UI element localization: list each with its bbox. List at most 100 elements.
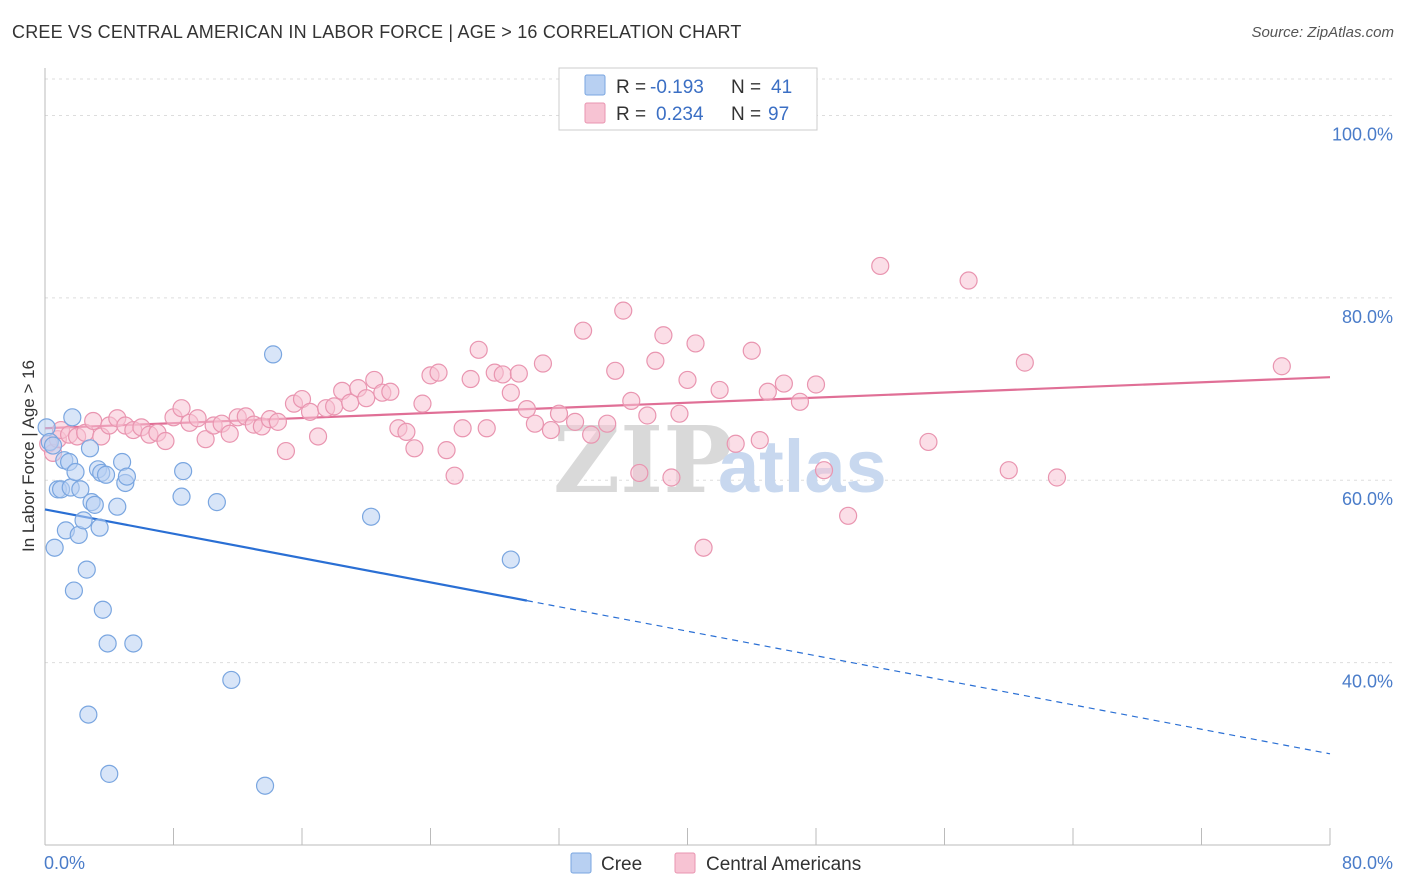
central-americans-point bbox=[276, 441, 296, 461]
cree-point bbox=[80, 439, 100, 458]
central-americans-point bbox=[573, 321, 593, 340]
bottom-legend-swatch-cree bbox=[570, 852, 592, 874]
central-americans-point bbox=[839, 506, 858, 525]
central-americans-point bbox=[477, 419, 496, 438]
cree-point bbox=[85, 495, 104, 514]
central-americans-point bbox=[517, 400, 536, 419]
legend-ca-n-label: N = bbox=[731, 104, 761, 125]
legend-swatch-cree bbox=[584, 74, 606, 96]
central-americans-point bbox=[84, 411, 103, 431]
cree-point bbox=[79, 705, 98, 724]
cree-point bbox=[77, 560, 96, 579]
correlation-legend: R = -0.193 N = 41 R = 0.234 N = 97 bbox=[558, 67, 818, 131]
bottom-legend-swatch-central-americans bbox=[674, 852, 696, 874]
cree-point bbox=[172, 487, 191, 506]
central-americans-point bbox=[325, 397, 344, 416]
legend-cree-r-value: -0.193 bbox=[650, 77, 704, 98]
central-americans-point bbox=[959, 271, 978, 290]
central-americans-point bbox=[565, 412, 585, 431]
central-americans-point bbox=[357, 389, 376, 408]
y-axis-label: In Labor Force | Age > 16 bbox=[19, 360, 38, 552]
cree-point bbox=[63, 408, 82, 427]
central-americans-point bbox=[582, 425, 601, 444]
central-americans-point bbox=[268, 412, 288, 431]
central-americans-point bbox=[614, 301, 633, 320]
central-americans-point bbox=[493, 365, 512, 384]
central-americans-point bbox=[381, 382, 400, 401]
legend-swatch-central-americans bbox=[584, 102, 606, 124]
cree-point bbox=[45, 538, 64, 557]
cree-point bbox=[222, 670, 241, 690]
source-credit: Source: ZipAtlas.com bbox=[1251, 24, 1394, 41]
cree-trend-extension bbox=[526, 600, 1331, 755]
central-americans-point bbox=[220, 424, 239, 443]
central-americans-points bbox=[39, 256, 1291, 557]
legend-cree-n-label: N = bbox=[731, 77, 761, 98]
central-americans-point bbox=[758, 382, 777, 401]
x-axis-ticks bbox=[44, 828, 1331, 845]
cree-point bbox=[263, 345, 283, 364]
watermark: ZIP atlas bbox=[553, 406, 887, 514]
y-tick-label: 40.0% bbox=[1342, 672, 1393, 692]
central-americans-point bbox=[726, 434, 745, 453]
central-americans-point bbox=[630, 463, 649, 483]
legend-cree-n-value: 41 bbox=[771, 77, 792, 98]
central-americans-point bbox=[429, 363, 448, 382]
central-americans-point bbox=[742, 341, 761, 360]
cree-point bbox=[43, 436, 63, 455]
legend-ca-r-label: R = bbox=[616, 104, 646, 125]
central-americans-point bbox=[1047, 468, 1067, 487]
central-americans-point bbox=[871, 256, 890, 276]
central-americans-point bbox=[525, 414, 545, 433]
central-americans-point bbox=[533, 354, 553, 373]
central-americans-point bbox=[469, 340, 488, 359]
bottom-legend-central-americans: Central Americans bbox=[706, 854, 861, 875]
chart-title: CREE VS CENTRAL AMERICAN IN LABOR FORCE … bbox=[12, 22, 742, 42]
central-americans-point bbox=[461, 369, 480, 389]
central-americans-point bbox=[188, 409, 207, 428]
central-americans-point bbox=[196, 430, 215, 449]
central-americans-point bbox=[662, 468, 681, 487]
central-americans-point bbox=[806, 375, 826, 394]
cree-point bbox=[96, 465, 116, 484]
central-americans-point bbox=[919, 432, 938, 452]
y-tick-label: 100.0% bbox=[1332, 124, 1393, 144]
legend-ca-r-value: 0.234 bbox=[656, 104, 704, 125]
central-americans-point bbox=[541, 420, 561, 440]
watermark-atlas: atlas bbox=[718, 425, 887, 508]
central-americans-point bbox=[405, 439, 424, 458]
cree-point bbox=[207, 493, 226, 512]
central-americans-point bbox=[453, 419, 472, 438]
cree-point bbox=[124, 634, 143, 653]
cree-points bbox=[37, 345, 520, 795]
cree-point bbox=[66, 462, 85, 482]
legend-ca-n-value: 97 bbox=[768, 104, 789, 125]
central-americans-point bbox=[678, 370, 697, 390]
x-tick-labels: 0.0% 80.0% bbox=[44, 853, 1393, 873]
cree-point bbox=[98, 634, 117, 653]
central-americans-point bbox=[622, 391, 641, 411]
central-americans-point bbox=[694, 538, 713, 557]
central-americans-point bbox=[1015, 353, 1034, 372]
cree-point bbox=[100, 764, 119, 783]
central-americans-point bbox=[437, 441, 456, 460]
central-americans-point bbox=[638, 406, 657, 425]
cree-point bbox=[501, 550, 520, 569]
central-americans-point bbox=[790, 392, 810, 411]
central-americans-point bbox=[774, 374, 793, 393]
x-tick-label-min: 0.0% bbox=[44, 853, 85, 873]
grid-lines bbox=[45, 78, 1393, 664]
cree-point bbox=[71, 480, 90, 499]
central-americans-point bbox=[549, 404, 569, 423]
y-tick-labels: 40.0% 60.0% 80.0% 100.0% bbox=[1332, 124, 1393, 691]
cree-point bbox=[255, 776, 275, 795]
cree-point bbox=[108, 497, 127, 516]
central-americans-point bbox=[598, 414, 617, 433]
central-americans-point bbox=[646, 351, 665, 370]
cree-point bbox=[64, 581, 84, 600]
series-legend: Cree Central Americans bbox=[570, 852, 861, 875]
cree-point bbox=[74, 511, 93, 530]
y-tick-label: 60.0% bbox=[1342, 489, 1393, 509]
central-americans-point bbox=[413, 394, 432, 413]
